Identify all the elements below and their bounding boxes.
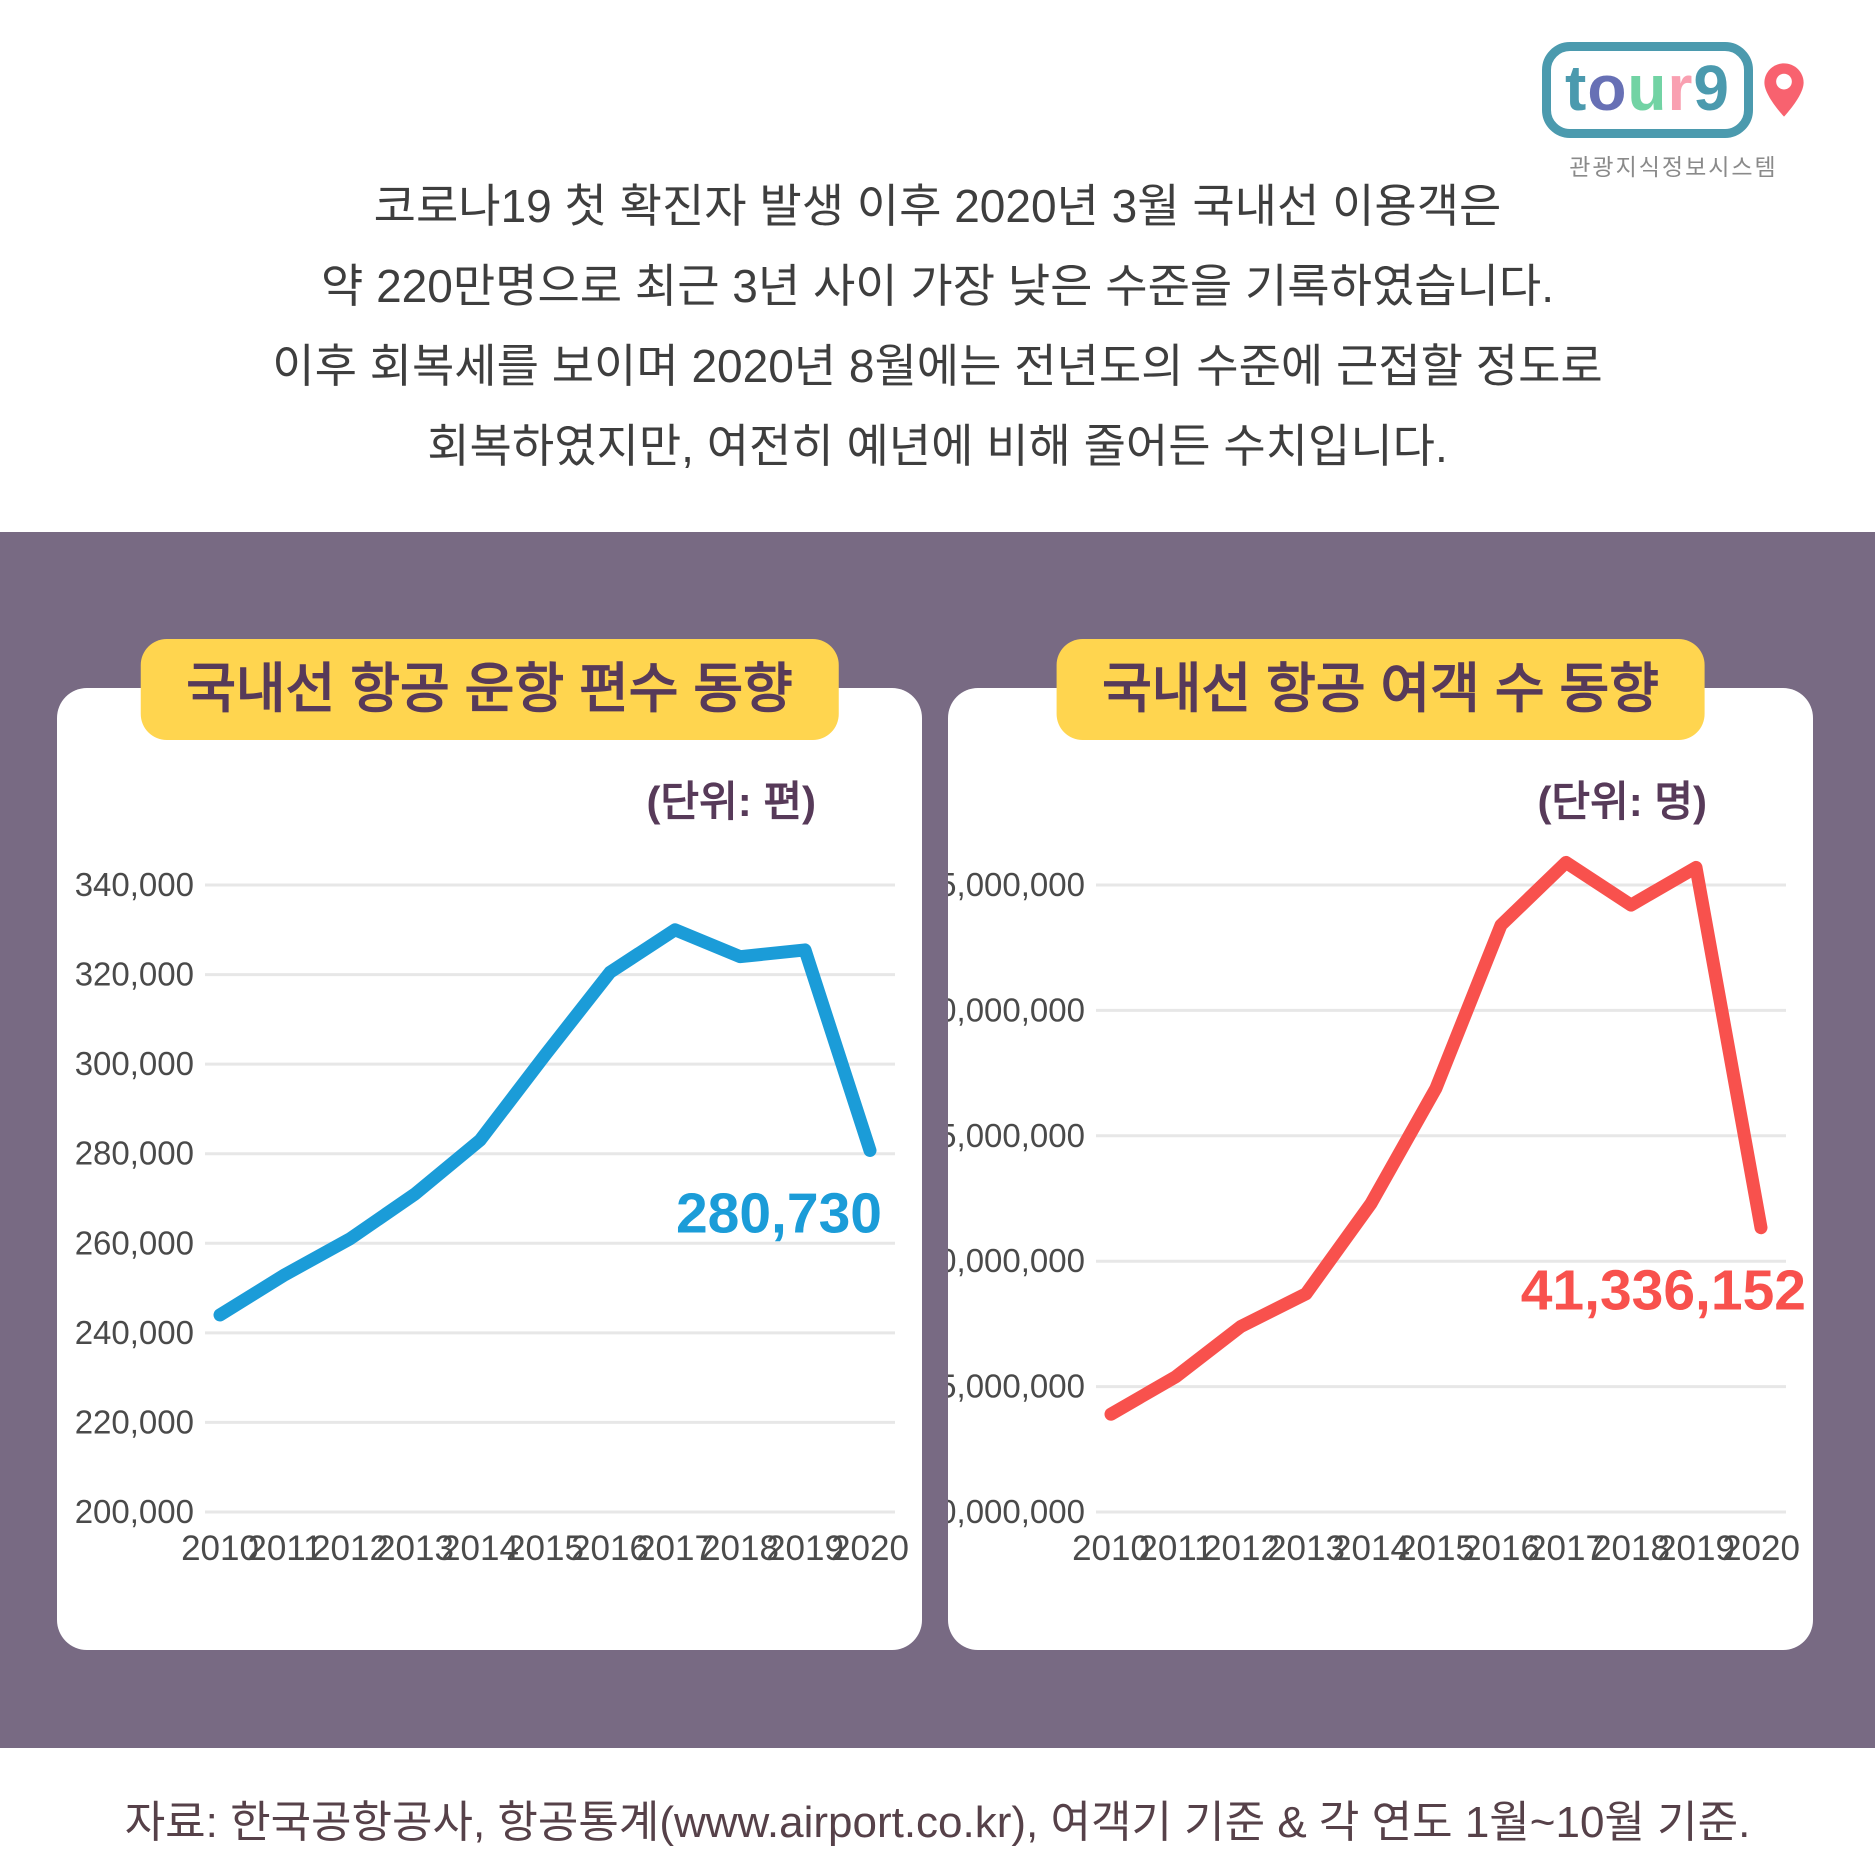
- logo-letter-9: 9: [1693, 52, 1730, 124]
- x-tick-label: 2018: [1592, 1529, 1670, 1568]
- passengers-chart-card: 국내선 항공 여객 수 동향 (단위: 명) 55,000,000 50,000,…: [948, 639, 1813, 1650]
- x-tick-label: 2012: [1202, 1529, 1280, 1568]
- y-tick-label: 340,000: [75, 866, 194, 903]
- x-tick-label: 2010: [181, 1529, 259, 1568]
- x-tick-label: 2020: [1722, 1529, 1800, 1568]
- y-tick-label: 260,000: [75, 1224, 194, 1261]
- location-pin-icon: [1764, 63, 1804, 117]
- x-tick-label: 2014: [441, 1529, 519, 1568]
- x-tick-label: 2011: [1138, 1529, 1213, 1568]
- intro-line-2: 약 220만명으로 최근 3년 사이 가장 낮은 수준을 기록하였습니다.: [320, 260, 1555, 312]
- y-tick-label: 50,000,000: [948, 991, 1085, 1028]
- x-tick-label: 2017: [636, 1529, 714, 1568]
- intro-paragraph: 코로나19 첫 확진자 발생 이후 2020년 3월 국내선 이용객은 약 22…: [0, 166, 1875, 486]
- intro-line-4: 회복하였지만, 여전히 예년에 비해 줄어든 수치입니다.: [427, 420, 1448, 472]
- passengers-line-chart: 55,000,000 50,000,000 45,000,000 40,000,000…: [948, 855, 1806, 1568]
- x-tick-label: 2018: [701, 1529, 779, 1568]
- x-tick-label: 2016: [571, 1529, 649, 1568]
- logo-letter-u: u: [1627, 52, 1668, 124]
- flights-chart-card: 국내선 항공 운항 편수 동향 (단위: 편) 340,000 320,000 30…: [57, 639, 922, 1650]
- y-tick-label: 320,000: [75, 956, 194, 993]
- x-tick-label: 2015: [506, 1529, 584, 1568]
- y-tick-label: 200,000: [75, 1493, 194, 1530]
- flights-unit-label: (단위: 편): [646, 778, 816, 825]
- y-tick-label: 280,000: [75, 1135, 194, 1172]
- trend-line: [1104, 855, 1768, 1421]
- y-tick-label: 40,000,000: [948, 1242, 1085, 1279]
- y-tick-label: 300,000: [75, 1045, 194, 1082]
- charts-band: 국내선 항공 운항 편수 동향 (단위: 편) 340,000 320,000 30…: [0, 532, 1875, 1748]
- y-tick-label: 55,000,000: [948, 866, 1085, 903]
- x-tick-label: 2015: [1397, 1529, 1475, 1568]
- x-tick-label: 2010: [1072, 1529, 1150, 1568]
- x-tick-label: 2013: [376, 1529, 454, 1568]
- passengers-unit-label: (단위: 명): [1537, 778, 1707, 825]
- x-tick-label: 2019: [1657, 1529, 1735, 1568]
- logo-letter-r: r: [1667, 52, 1694, 124]
- x-tick-label: 2019: [766, 1529, 844, 1568]
- y-tick-label: 30,000,000: [948, 1493, 1085, 1530]
- flights-chart-title: 국내선 항공 운항 편수 동향: [140, 639, 839, 740]
- logo-letter-o: o: [1587, 52, 1628, 124]
- intro-line-3: 이후 회복세를 보이며 2020년 8월에는 전년도의 수준에 근접할 정도로: [272, 340, 1603, 392]
- y-tick-label: 220,000: [75, 1403, 194, 1440]
- x-tick-label: 2012: [311, 1529, 389, 1568]
- x-tick-label: 2017: [1527, 1529, 1605, 1568]
- x-tick-label: 2020: [831, 1529, 909, 1568]
- y-tick-label: 240,000: [75, 1314, 194, 1351]
- footer-section: 자료: 한국공항공사, 항공통계(www.airport.co.kr), 여객기…: [0, 1748, 1875, 1876]
- x-tick-label: 2014: [1332, 1529, 1410, 1568]
- logo-caption: 관광지식정보시스템: [1569, 154, 1778, 181]
- y-tick-label: 35,000,000: [948, 1368, 1085, 1405]
- source-note: 자료: 한국공항공사, 항공통계(www.airport.co.kr), 여객기…: [124, 1798, 1751, 1847]
- logo-letter-t: t: [1565, 52, 1588, 124]
- passengers-chart-title: 국내선 항공 여객 수 동향: [1056, 639, 1705, 740]
- x-tick-label: 2013: [1267, 1529, 1345, 1568]
- trend-line: [213, 923, 877, 1322]
- x-tick-label: 2016: [1462, 1529, 1540, 1568]
- flights-line-chart: 340,000 320,000 300,000 280,000 260,000 240,0…: [75, 866, 909, 1568]
- last-value-label: 280,730: [676, 1181, 882, 1245]
- x-tick-label: 2011: [247, 1529, 322, 1568]
- last-value-label: 41,336,152: [1521, 1259, 1806, 1323]
- intro-line-1: 코로나19 첫 확진자 발생 이후 2020년 3월 국내선 이용객은: [373, 180, 1502, 232]
- y-tick-label: 45,000,000: [948, 1117, 1085, 1154]
